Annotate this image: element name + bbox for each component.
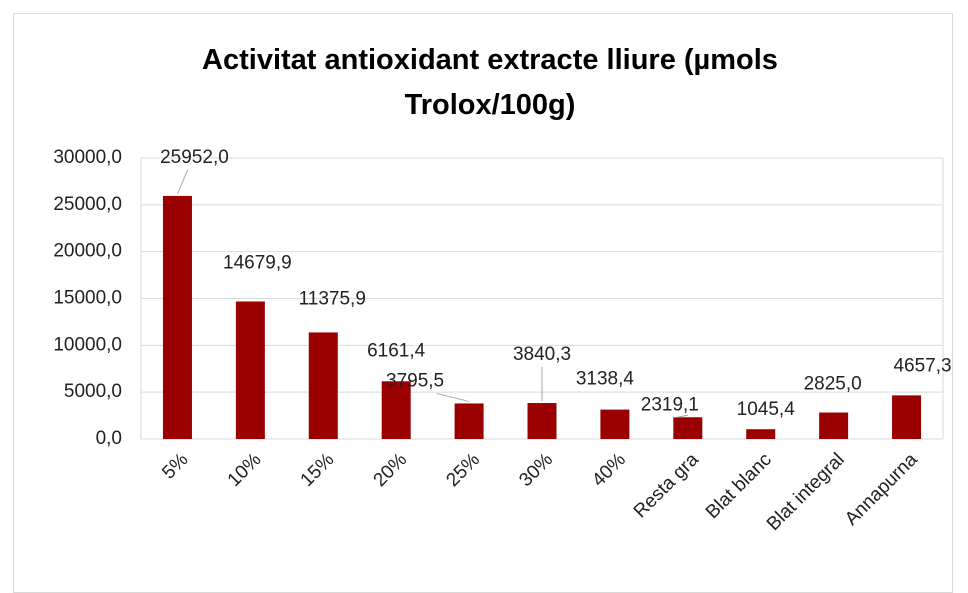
bar [381, 381, 411, 439]
y-tick-label: 15000,0 [53, 288, 122, 309]
data-label: 2319,1 [641, 394, 699, 415]
x-tick-label: 40% [588, 449, 630, 491]
bar [454, 403, 484, 439]
x-tick-label: Annapurna [841, 449, 922, 530]
x-tick-label: Blat integral [763, 449, 849, 535]
bar [527, 403, 557, 439]
bar [162, 195, 192, 439]
x-tick-label: 25% [442, 449, 484, 491]
data-label: 6161,4 [367, 340, 426, 361]
y-tick-label: 0,0 [96, 428, 122, 449]
bar [308, 332, 338, 439]
y-tick-label: 20000,0 [53, 241, 122, 262]
x-tick-label: 5% [158, 449, 192, 483]
x-tick-label: Resta gra [630, 449, 703, 522]
y-tick-label: 5000,0 [64, 381, 122, 402]
bar [892, 395, 922, 439]
data-label: 1045,4 [737, 399, 796, 420]
bar [746, 429, 776, 439]
leader-line [176, 169, 189, 195]
bar [600, 409, 630, 439]
data-label: 25952,0 [160, 147, 229, 168]
leader-line [436, 392, 470, 402]
leader-line [676, 414, 688, 418]
bar [235, 301, 265, 439]
data-label: 3840,3 [513, 344, 571, 365]
x-tick-label: 15% [297, 449, 339, 491]
x-tick-label: 20% [370, 449, 412, 491]
x-tick-label: 30% [515, 449, 557, 491]
data-label: 14679,9 [223, 253, 292, 274]
bar [673, 417, 703, 439]
x-tick-label: 10% [224, 449, 266, 491]
data-label: 3138,4 [576, 369, 635, 390]
y-tick-label: 25000,0 [53, 194, 122, 215]
data-label: 2825,0 [804, 374, 862, 395]
x-tick-label: Blat blanc [702, 449, 776, 523]
chart-title: Activitat antioxidant extracte lliure (µ… [202, 44, 778, 121]
y-tick-label: 10000,0 [53, 334, 122, 355]
y-tick-label: 30000,0 [53, 147, 122, 168]
bar [819, 412, 849, 439]
data-label: 3795,5 [386, 370, 444, 391]
data-label: 11375,9 [299, 288, 366, 309]
data-label: 4657,3 [893, 355, 951, 376]
